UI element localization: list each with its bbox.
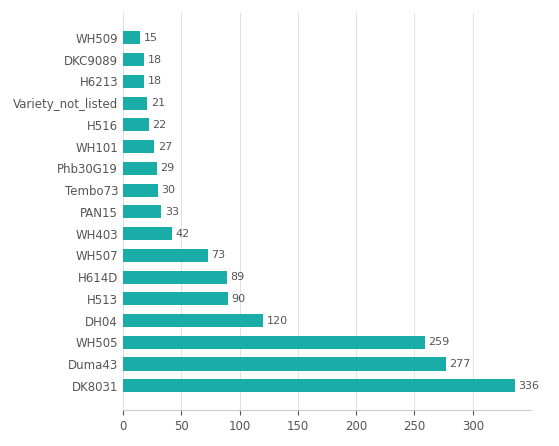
Text: 73: 73 — [212, 250, 226, 260]
Bar — [123, 271, 227, 284]
Bar — [123, 75, 144, 88]
Bar — [123, 227, 172, 240]
Text: 42: 42 — [176, 229, 190, 239]
Text: 277: 277 — [449, 359, 471, 369]
Bar — [123, 162, 157, 175]
Bar — [123, 31, 140, 45]
Text: 22: 22 — [152, 120, 167, 130]
Bar — [123, 118, 149, 132]
Bar — [123, 53, 144, 66]
Text: 29: 29 — [160, 163, 174, 173]
Text: 18: 18 — [148, 55, 162, 65]
Text: 27: 27 — [158, 142, 172, 152]
Bar — [123, 249, 208, 262]
Text: 120: 120 — [267, 315, 287, 326]
Bar — [123, 205, 162, 219]
Text: 90: 90 — [231, 294, 245, 304]
Text: 33: 33 — [165, 207, 179, 217]
Text: 89: 89 — [230, 272, 244, 282]
Bar — [123, 336, 425, 349]
Bar — [123, 184, 158, 197]
Text: 21: 21 — [151, 98, 165, 108]
Bar — [123, 292, 228, 306]
Text: 15: 15 — [144, 33, 158, 43]
Bar — [123, 140, 154, 153]
Text: 30: 30 — [162, 185, 176, 195]
Bar — [123, 314, 263, 327]
Bar — [123, 379, 515, 392]
Bar — [123, 358, 446, 371]
Text: 259: 259 — [428, 337, 449, 347]
Text: 336: 336 — [518, 381, 539, 391]
Bar — [123, 97, 148, 110]
Text: 18: 18 — [148, 76, 162, 87]
